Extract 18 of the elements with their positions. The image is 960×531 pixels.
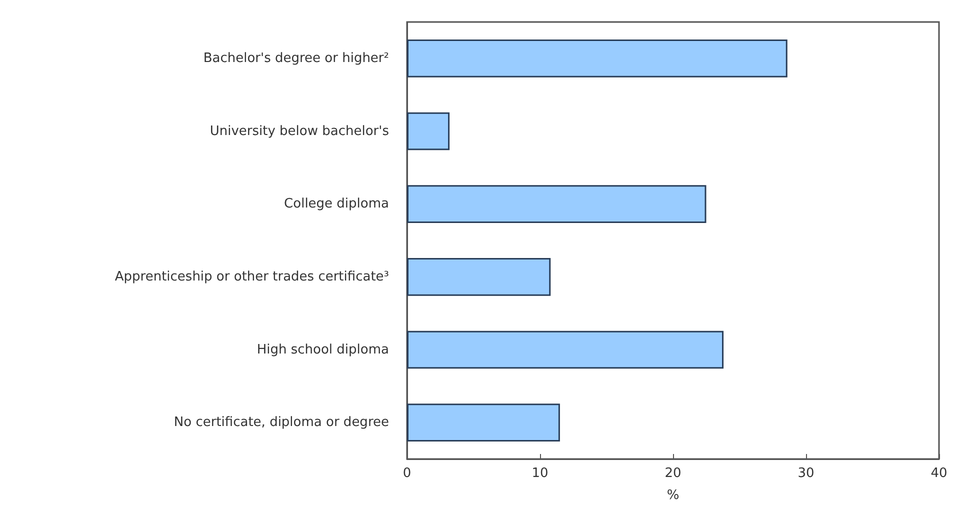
bar [407, 39, 788, 78]
bar [407, 185, 706, 224]
x-tick-label: 10 [532, 466, 548, 481]
bar [407, 404, 560, 442]
y-tick-label: Apprenticeship or other trades certificate³ [114, 269, 389, 284]
bar [407, 330, 724, 369]
x-tick-label: 0 [402, 466, 412, 481]
x-axis-title: % [666, 488, 680, 503]
y-tick-label: University below bachelor's [210, 124, 390, 139]
x-tick-label: 20 [664, 466, 682, 481]
y-tick-label: No certificate, diploma or degree [174, 415, 389, 430]
y-tick-label: Bachelor's degree or higher² [203, 50, 389, 66]
bar [407, 258, 551, 296]
bar [407, 112, 450, 150]
x-tick-label: 30 [798, 466, 814, 481]
y-tick-label: High school diploma [256, 342, 389, 358]
x-tick-label: 40 [930, 466, 948, 481]
y-tick-label: College diploma [284, 196, 389, 212]
